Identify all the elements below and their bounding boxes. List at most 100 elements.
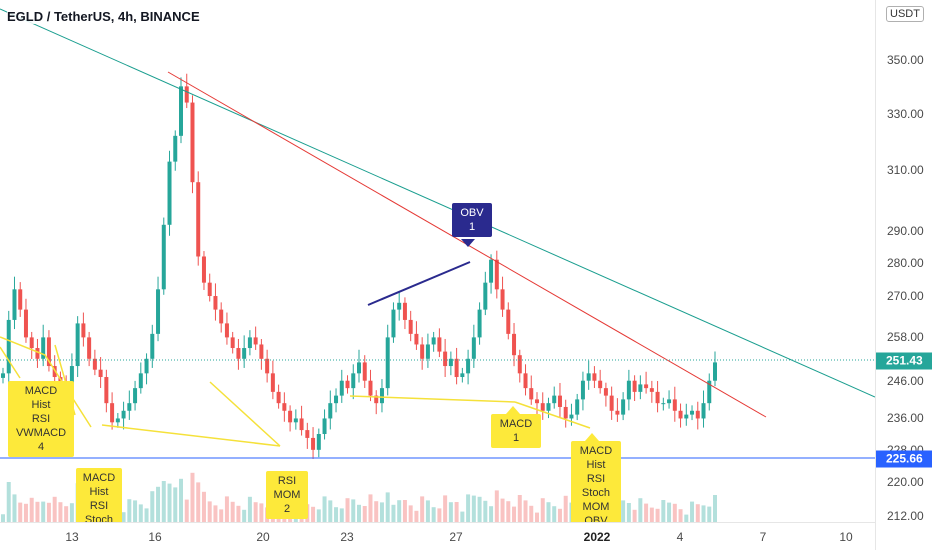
candle-body[interactable] bbox=[75, 323, 80, 367]
candle-body[interactable] bbox=[362, 362, 367, 381]
candle-body[interactable] bbox=[483, 282, 488, 310]
candle-body[interactable] bbox=[546, 403, 551, 411]
candle-body[interactable] bbox=[431, 337, 436, 345]
candle-body[interactable] bbox=[115, 418, 120, 423]
candle-body[interactable] bbox=[253, 337, 258, 345]
candle-body[interactable] bbox=[46, 337, 51, 367]
candle-body[interactable] bbox=[69, 366, 74, 392]
candle-body[interactable] bbox=[477, 309, 482, 338]
candle-body[interactable] bbox=[609, 395, 614, 411]
candle-body[interactable] bbox=[104, 377, 109, 404]
candle-body[interactable] bbox=[626, 380, 631, 400]
candle-body[interactable] bbox=[224, 323, 229, 338]
candle-body[interactable] bbox=[661, 403, 666, 405]
signal-label-macd[interactable]: MACD 1 bbox=[491, 414, 541, 448]
candle-body[interactable] bbox=[517, 355, 522, 374]
candle-body[interactable] bbox=[443, 351, 448, 367]
obv-divergence-line[interactable] bbox=[367, 261, 471, 306]
candle-body[interactable] bbox=[41, 337, 46, 359]
candle-body[interactable] bbox=[35, 348, 40, 359]
candle-body[interactable] bbox=[701, 403, 706, 419]
candle-body[interactable] bbox=[196, 182, 201, 257]
candle-body[interactable] bbox=[167, 161, 172, 225]
candle-body[interactable] bbox=[58, 377, 63, 385]
candle-body[interactable] bbox=[201, 256, 206, 283]
candle-body[interactable] bbox=[81, 323, 86, 338]
candle-body[interactable] bbox=[523, 373, 528, 389]
candle-body[interactable] bbox=[471, 337, 476, 359]
candle-body[interactable] bbox=[270, 373, 275, 392]
candle-body[interactable] bbox=[219, 309, 224, 324]
candle-body[interactable] bbox=[213, 296, 218, 310]
candle-body[interactable] bbox=[713, 362, 717, 381]
price-chart[interactable] bbox=[0, 0, 875, 522]
signal-label-obv[interactable]: OBV 1 bbox=[452, 203, 492, 237]
candle-body[interactable] bbox=[110, 403, 115, 423]
candle-body[interactable] bbox=[603, 388, 608, 396]
candle-body[interactable] bbox=[621, 399, 626, 415]
candle-body[interactable] bbox=[293, 418, 298, 423]
candle-body[interactable] bbox=[247, 337, 252, 349]
candle-body[interactable] bbox=[18, 289, 23, 310]
candle-body[interactable] bbox=[276, 391, 281, 404]
candle-body[interactable] bbox=[179, 86, 183, 136]
candle-body[interactable] bbox=[87, 337, 92, 359]
candle-body[interactable] bbox=[563, 406, 568, 419]
candle-body[interactable] bbox=[316, 434, 321, 450]
candle-body[interactable] bbox=[506, 309, 511, 334]
candle-body[interactable] bbox=[133, 388, 138, 404]
candle-body[interactable] bbox=[638, 384, 643, 392]
candle-body[interactable] bbox=[29, 337, 34, 349]
candle-body[interactable] bbox=[448, 358, 453, 367]
candle-body[interactable] bbox=[345, 380, 350, 389]
candle-body[interactable] bbox=[173, 135, 178, 162]
candle-body[interactable] bbox=[138, 373, 143, 389]
candle-body[interactable] bbox=[414, 333, 419, 345]
candle-body[interactable] bbox=[437, 337, 442, 352]
candle-body[interactable] bbox=[368, 380, 373, 396]
candle-body[interactable] bbox=[695, 410, 700, 419]
candle-body[interactable] bbox=[684, 414, 689, 419]
candle-body[interactable] bbox=[150, 333, 155, 359]
candle-body[interactable] bbox=[569, 414, 574, 419]
candle-body[interactable] bbox=[374, 395, 379, 404]
candle-body[interactable] bbox=[500, 289, 505, 310]
divergence-line[interactable] bbox=[349, 395, 516, 403]
candle-body[interactable] bbox=[672, 399, 677, 411]
candle-body[interactable] bbox=[557, 395, 562, 407]
candle-body[interactable] bbox=[98, 369, 103, 378]
candle-body[interactable] bbox=[6, 319, 11, 374]
candle-body[interactable] bbox=[535, 399, 539, 404]
candle-body[interactable] bbox=[259, 344, 264, 359]
signal-label-rsi-mom[interactable]: RSI MOM 2 bbox=[266, 471, 308, 519]
candle-body[interactable] bbox=[592, 373, 597, 381]
candle-body[interactable] bbox=[460, 373, 465, 378]
candle-body[interactable] bbox=[236, 348, 241, 359]
candle-body[interactable] bbox=[586, 373, 591, 381]
candle-body[interactable] bbox=[190, 102, 195, 183]
candle-body[interactable] bbox=[339, 380, 344, 396]
candle-body[interactable] bbox=[299, 418, 304, 431]
divergence-line[interactable] bbox=[209, 381, 281, 447]
candle-body[interactable] bbox=[334, 395, 339, 404]
candle-body[interactable] bbox=[351, 373, 356, 389]
candle-body[interactable] bbox=[144, 358, 149, 374]
candle-body[interactable] bbox=[690, 410, 695, 415]
candle-body[interactable] bbox=[598, 380, 603, 389]
candle-body[interactable] bbox=[1, 373, 5, 378]
candle-body[interactable] bbox=[420, 344, 425, 359]
candle-body[interactable] bbox=[184, 86, 189, 103]
candle-body[interactable] bbox=[655, 391, 660, 404]
candle-body[interactable] bbox=[529, 388, 534, 400]
candle-body[interactable] bbox=[385, 337, 390, 389]
candle-body[interactable] bbox=[552, 395, 557, 404]
candle-body[interactable] bbox=[379, 388, 384, 404]
candle-body[interactable] bbox=[265, 358, 270, 374]
candle-body[interactable] bbox=[121, 410, 126, 419]
divergence-line[interactable] bbox=[0, 336, 92, 428]
divergence-line[interactable] bbox=[514, 401, 591, 429]
divergence-line[interactable] bbox=[0, 346, 21, 379]
candle-body[interactable] bbox=[282, 403, 287, 411]
drawings[interactable] bbox=[0, 8, 875, 459]
candle-body[interactable] bbox=[92, 358, 97, 370]
